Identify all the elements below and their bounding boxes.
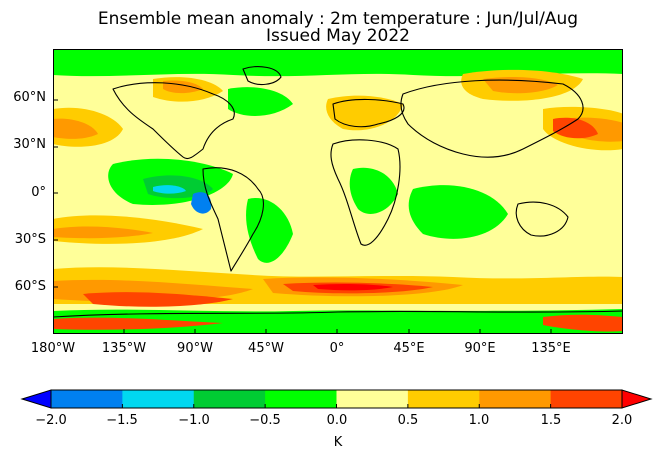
lat-label-60n: 60°N bbox=[13, 90, 46, 105]
map-subtitle: Issued May 2022 bbox=[266, 26, 410, 46]
anomaly-zone-indian bbox=[408, 185, 508, 239]
anomaly-zone-samerica bbox=[246, 198, 293, 263]
lat-label-60s: 60°S bbox=[14, 279, 46, 294]
colorbar-tick-label: 0.5 bbox=[397, 413, 419, 428]
colorbar bbox=[20, 389, 653, 409]
anomaly-zone-npacific-warm bbox=[53, 118, 98, 139]
colorbar-extend-low bbox=[20, 389, 52, 409]
lat-label-30n: 30°N bbox=[13, 137, 46, 152]
lon-label-135e: 135°E bbox=[531, 341, 571, 356]
anomaly-zone-europe bbox=[326, 95, 403, 131]
map-title: Ensemble mean anomaly : 2m temperature :… bbox=[97, 9, 579, 29]
anomaly-zone-southern-hot-w bbox=[83, 292, 233, 307]
north-america-outline bbox=[112, 82, 235, 160]
colorbar-segment bbox=[51, 390, 123, 408]
anomaly-map bbox=[53, 49, 623, 334]
anomaly-zone-southern-max bbox=[313, 283, 393, 291]
colorbar-tick-label: −2.0 bbox=[35, 413, 67, 428]
colorbar-units: K bbox=[333, 435, 343, 450]
anomaly-zone-africa bbox=[349, 167, 398, 214]
europe-outline bbox=[332, 98, 405, 128]
map-frame bbox=[53, 49, 623, 334]
anomaly-zone-antarctic-w bbox=[53, 317, 223, 330]
colorbar-tick-label: 0.0 bbox=[326, 413, 348, 428]
anomaly-zone-spacific-warm bbox=[53, 226, 153, 239]
coastlines bbox=[53, 66, 623, 318]
antarctica-outline bbox=[53, 310, 623, 318]
anomaly-zone-epac-cold bbox=[191, 192, 212, 214]
colorbar-tick-label: −1.5 bbox=[106, 413, 138, 428]
anomaly-zone-japan bbox=[553, 117, 598, 139]
lat-label-0: 0° bbox=[31, 185, 46, 200]
lon-label-45w: 45°W bbox=[248, 341, 284, 356]
south-america-outline bbox=[202, 167, 264, 272]
anomaly-zone-siberia-warm bbox=[483, 77, 558, 94]
colorbar-tick-label: −1.0 bbox=[178, 413, 210, 428]
anomaly-zone-antarctic-e bbox=[543, 314, 623, 332]
asia-outline bbox=[400, 79, 584, 158]
lon-label-135w: 135°W bbox=[101, 341, 147, 356]
lon-label-0: 0° bbox=[329, 341, 345, 356]
anomaly-zone-epac-cyan bbox=[153, 185, 186, 194]
axis-ticks bbox=[53, 99, 552, 334]
lon-label-180w: 180°W bbox=[30, 341, 76, 356]
greenland-outline bbox=[242, 66, 282, 86]
colorbar-segment bbox=[336, 390, 409, 408]
colorbar-tick-label: 1.5 bbox=[540, 413, 562, 428]
colorbar-tick-label: 1.0 bbox=[468, 413, 490, 428]
lat-label-30s: 30°S bbox=[14, 232, 46, 247]
colorbar-segment bbox=[265, 390, 337, 408]
colorbar-segment bbox=[550, 390, 623, 408]
colorbar-segment bbox=[479, 390, 552, 408]
africa-outline bbox=[330, 139, 401, 246]
anomaly-zone-natlantic bbox=[228, 87, 293, 116]
colorbar-segment bbox=[407, 390, 480, 408]
colorbar-extend-high bbox=[621, 389, 653, 409]
anomaly-zone-antarctica bbox=[53, 309, 623, 334]
lon-label-90e: 90°E bbox=[464, 341, 496, 356]
colorbar-segment bbox=[122, 390, 195, 408]
colorbar-tick-label: 2.0 bbox=[611, 413, 633, 428]
lon-label-45e: 45°E bbox=[393, 341, 425, 356]
anomaly-zone-arctic bbox=[53, 49, 623, 77]
colorbar-segment bbox=[193, 390, 266, 408]
lon-label-90w: 90°W bbox=[177, 341, 213, 356]
colorbar-tick-label: −0.5 bbox=[249, 413, 281, 428]
australia-outline bbox=[515, 201, 569, 237]
